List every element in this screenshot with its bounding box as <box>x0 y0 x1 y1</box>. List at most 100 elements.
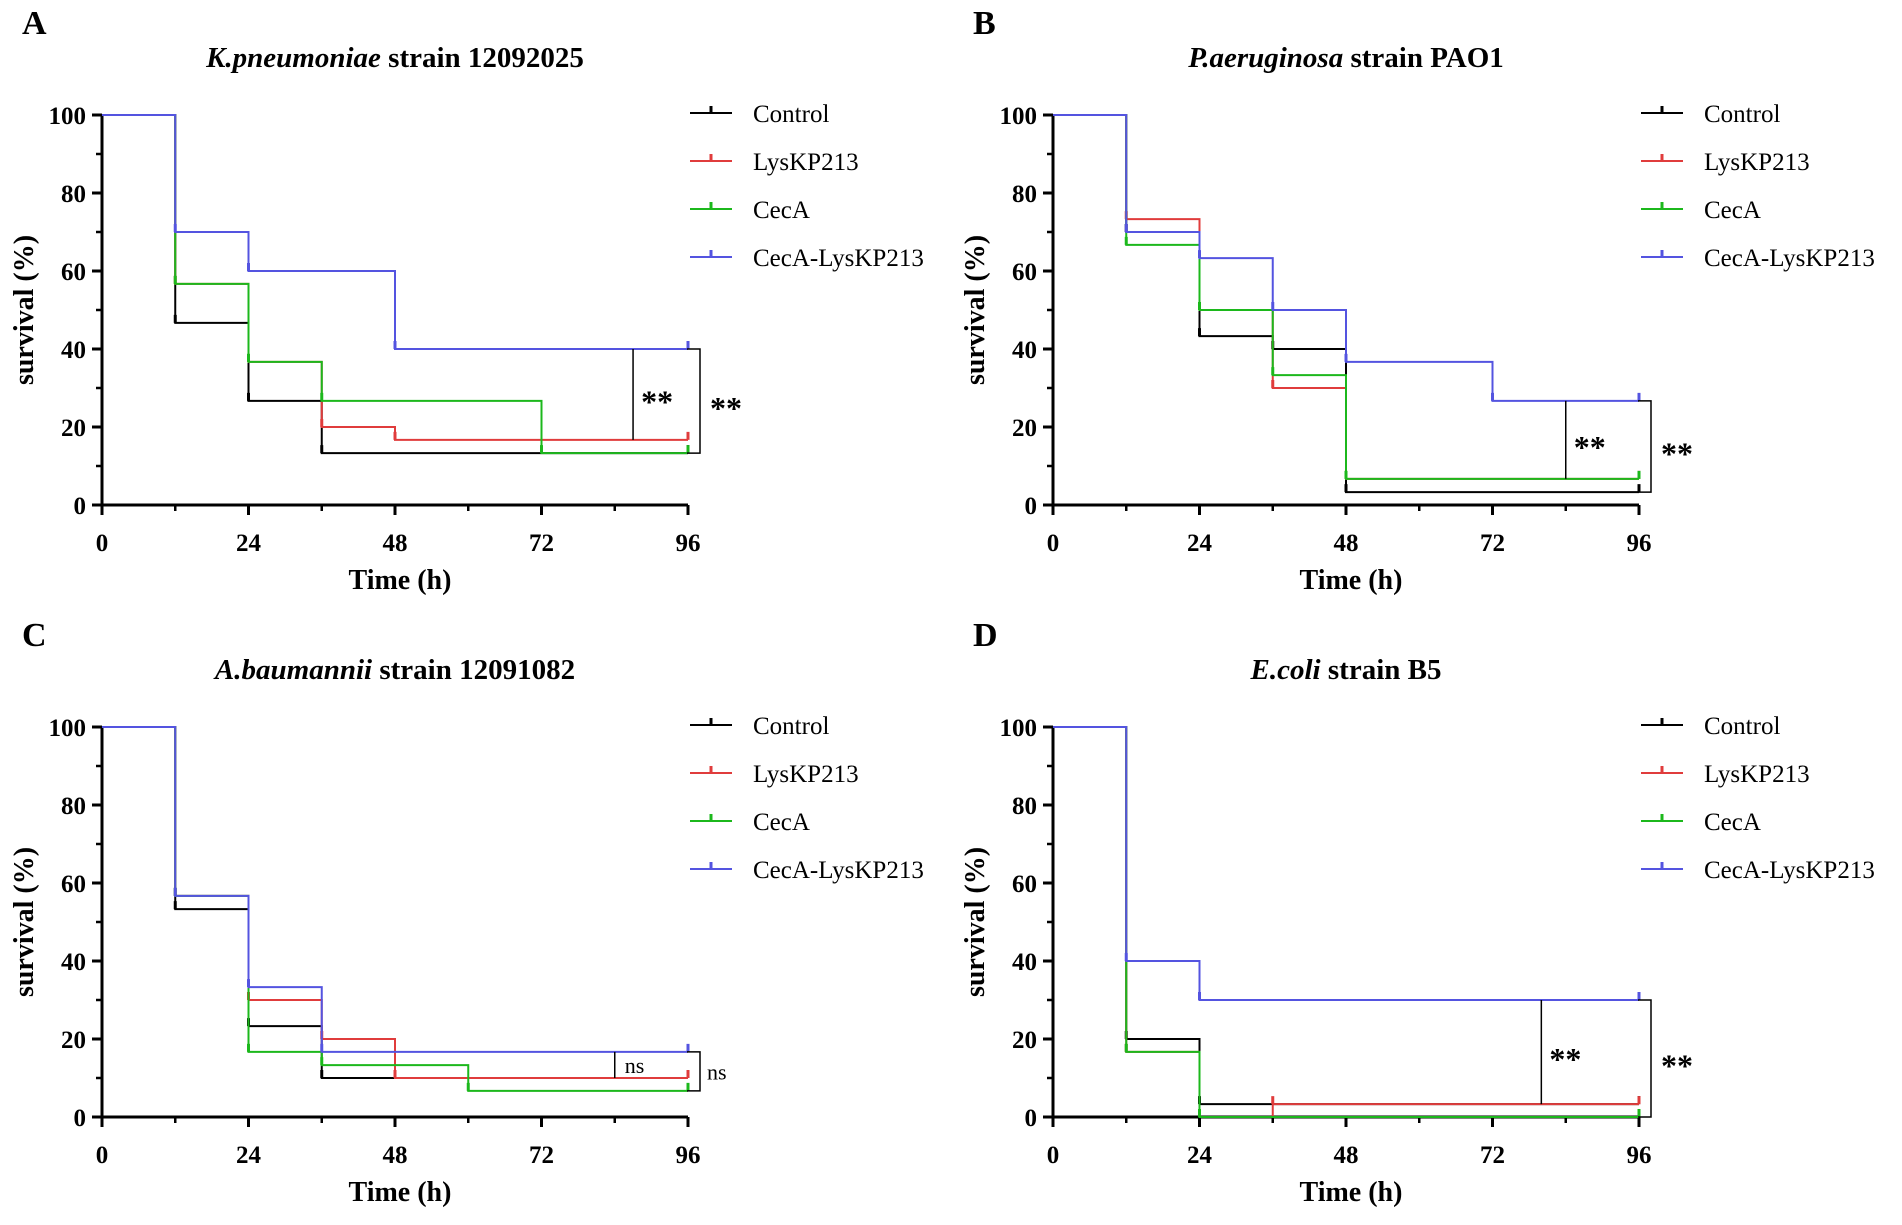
chart-title: K.pneumoniae strain 12092025 <box>205 42 584 74</box>
legend-label: Control <box>753 713 829 740</box>
legend-label: CecA-LysKP213 <box>753 857 924 884</box>
y-tick-label: 20 <box>1012 1027 1037 1054</box>
x-axis-label: Time (h) <box>349 1177 452 1208</box>
y-tick-label: 0 <box>1025 1105 1038 1132</box>
chart-title-italic: K.pneumoniae <box>205 42 381 74</box>
series-line-lyskp213 <box>102 726 688 1079</box>
series-line-control <box>102 726 688 1079</box>
panel-letter-a: A <box>22 5 47 42</box>
chart-title: A.baumannii strain 12091082 <box>213 654 575 686</box>
y-axis-label: survival (%) <box>9 235 40 385</box>
significance-label: ns <box>707 1059 727 1084</box>
y-tick-label: 100 <box>1000 715 1038 742</box>
legend-label: CecA <box>753 809 810 836</box>
y-tick-label: 100 <box>49 715 87 742</box>
y-tick-label: 80 <box>61 793 86 820</box>
legend-label: CecA-LysKP213 <box>753 245 924 272</box>
significance-bracket <box>687 348 701 454</box>
chart-title-rest: strain 12091082 <box>372 654 575 686</box>
legend-label: CecA <box>753 197 810 224</box>
significance-bracket <box>1638 999 1652 1118</box>
y-axis-label: survival (%) <box>960 235 991 385</box>
x-tick-label: 24 <box>236 1142 262 1169</box>
chart-b-svg: B P.aeruginosa strain PAO1 0 20 40 60 80 100 0 24… <box>960 5 1875 596</box>
y-tick-label: 60 <box>1012 871 1037 898</box>
significance-bracket <box>1638 400 1652 493</box>
x-tick-label: 0 <box>96 530 109 557</box>
legend-label: LysKP213 <box>1704 149 1810 176</box>
y-tick-label: 80 <box>1012 181 1037 208</box>
significance-label: ** <box>1549 1041 1581 1077</box>
y-tick-label: 80 <box>61 181 86 208</box>
chart-title-rest: strain 12092025 <box>381 42 584 74</box>
chart-panel-b: B P.aeruginosa strain PAO1 0 20 40 60 80 100 0 24… <box>951 0 1902 612</box>
y-tick-label: 80 <box>1012 793 1037 820</box>
panel-letter-d: D <box>973 617 998 654</box>
x-tick-label: 96 <box>1627 1142 1652 1169</box>
x-tick-label: 0 <box>96 1142 109 1169</box>
x-axis-label: Time (h) <box>1300 1177 1403 1208</box>
legend-label: LysKP213 <box>1704 761 1810 788</box>
x-tick-label: 96 <box>1627 530 1652 557</box>
significance-label: ** <box>641 383 673 419</box>
legend-label: LysKP213 <box>753 761 859 788</box>
x-tick-label: 48 <box>1334 530 1359 557</box>
y-axis-label: survival (%) <box>960 847 991 997</box>
chart-title-italic: E.coli <box>1250 654 1321 686</box>
x-tick-label: 24 <box>1187 530 1213 557</box>
chart-panel-d: D E.coli strain B5 0 20 40 60 80 100 0 24 48 72 96 Ti… <box>951 612 1902 1224</box>
y-axis-label: survival (%) <box>9 847 40 997</box>
series-line-ceca-lyskp213 <box>102 726 688 1053</box>
series-line-ceca-lyskp213 <box>1053 114 1639 402</box>
y-tick-label: 20 <box>61 415 86 442</box>
x-axis-label: Time (h) <box>1300 565 1403 596</box>
panel-letter-b: B <box>973 5 996 42</box>
x-tick-label: 72 <box>529 1142 554 1169</box>
significance-label: ** <box>1661 436 1693 472</box>
legend-label: CecA <box>1704 809 1761 836</box>
series-line-ceca-lyskp213 <box>1053 726 1639 1001</box>
x-tick-label: 72 <box>1480 1142 1505 1169</box>
series-line-ceca-lyskp213 <box>102 114 688 350</box>
x-tick-label: 96 <box>676 1142 701 1169</box>
y-tick-label: 40 <box>1012 949 1037 976</box>
x-tick-label: 24 <box>1187 1142 1213 1169</box>
chart-title: E.coli strain B5 <box>1250 654 1442 686</box>
y-tick-label: 100 <box>1000 103 1038 130</box>
chart-title-rest: strain PAO1 <box>1343 42 1504 74</box>
legend-label: Control <box>753 101 829 128</box>
panel-letter-c: C <box>22 617 47 654</box>
x-tick-label: 48 <box>1334 1142 1359 1169</box>
x-tick-label: 96 <box>676 530 701 557</box>
x-axis-label: Time (h) <box>349 565 452 596</box>
y-tick-label: 40 <box>61 337 86 364</box>
chart-c-svg: C A.baumannii strain 12091082 0 20 40 60 80 100… <box>9 617 924 1208</box>
significance-label: ns <box>625 1053 645 1078</box>
y-tick-label: 40 <box>1012 337 1037 364</box>
x-tick-label: 72 <box>529 530 554 557</box>
y-tick-label: 0 <box>74 1105 87 1132</box>
y-tick-label: 60 <box>61 871 86 898</box>
series-line-ceca <box>1053 114 1639 480</box>
legend-label: LysKP213 <box>753 149 859 176</box>
y-tick-label: 20 <box>1012 415 1037 442</box>
x-tick-label: 24 <box>236 530 262 557</box>
x-tick-label: 48 <box>383 530 408 557</box>
legend-label: CecA-LysKP213 <box>1704 245 1875 272</box>
x-tick-label: 48 <box>383 1142 408 1169</box>
legend-label: CecA <box>1704 197 1761 224</box>
chart-panel-c: C A.baumannii strain 12091082 0 20 40 60 80 100… <box>0 612 951 1224</box>
y-tick-label: 60 <box>61 259 86 286</box>
legend-label: Control <box>1704 713 1780 740</box>
significance-label: ** <box>1574 429 1606 465</box>
chart-a-svg: A K.pneumoniae strain 12092025 0 20 40 60 80 10… <box>9 5 924 596</box>
chart-title-italic: P.aeruginosa <box>1187 42 1343 74</box>
significance-label: ** <box>1661 1048 1693 1084</box>
chart-title-italic: A.baumannii <box>213 654 372 686</box>
significance-bracket <box>687 1051 701 1092</box>
x-tick-label: 0 <box>1047 1142 1060 1169</box>
chart-panel-a: A K.pneumoniae strain 12092025 0 20 40 60 80 10… <box>0 0 951 612</box>
chart-title: P.aeruginosa strain PAO1 <box>1187 42 1504 74</box>
y-tick-label: 40 <box>61 949 86 976</box>
legend-label: CecA-LysKP213 <box>1704 857 1875 884</box>
